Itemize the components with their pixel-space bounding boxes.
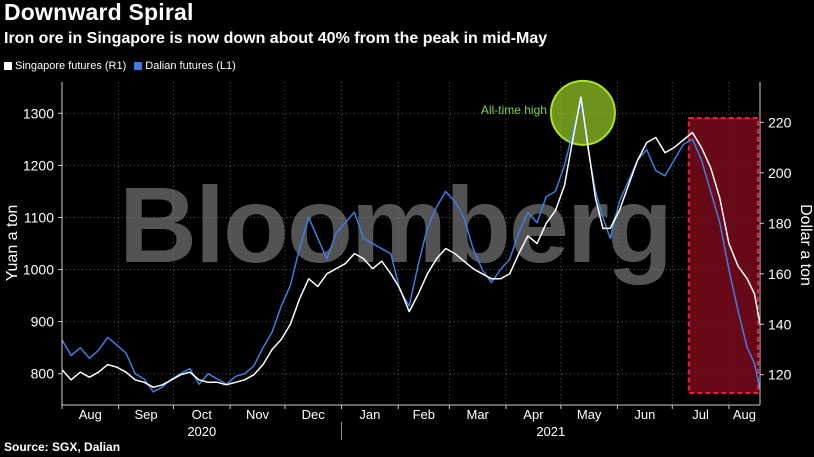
x-tick-label-month: Jun <box>634 407 655 422</box>
annotation-label: All-time high <box>481 103 547 117</box>
x-year-label-2021: 2021 <box>536 424 565 439</box>
highlight-region <box>688 118 758 393</box>
x-tick-label-month: Aug <box>79 407 102 422</box>
x-tick-label-month: Feb <box>413 407 435 422</box>
x-tick-label-month: Sep <box>134 407 157 422</box>
y-axis-title-left: Yuan a ton <box>4 205 21 282</box>
y-tick-label-right: 140 <box>768 316 792 332</box>
legend-label-singapore: Singapore futures (R1) <box>15 60 127 72</box>
y-tick-label-right: 220 <box>768 114 792 130</box>
series-line-singapore <box>61 96 761 389</box>
x-tick-label-month: Jan <box>359 407 380 422</box>
y-tick-label-left: 800 <box>31 366 55 382</box>
legend-swatch-singapore <box>4 62 12 70</box>
x-tick-label-month: Apr <box>523 407 544 422</box>
y-axis-title-right: Dollar a ton <box>797 204 814 286</box>
x-tick-label-month: Dec <box>302 407 326 422</box>
chart-title: Downward Spiral <box>4 0 194 25</box>
y-tick-label-left: 1100 <box>24 209 54 225</box>
y-tick-label-right: 180 <box>768 215 792 231</box>
source-note: Source: SGX, Dalian <box>4 440 121 454</box>
x-year-label-2020: 2020 <box>187 424 216 439</box>
x-tick-label-month: Nov <box>246 407 270 422</box>
legend-label-dalian: Dalian futures (L1) <box>145 60 236 72</box>
y-tick-label-left: 900 <box>31 314 55 330</box>
y-tick-label-left: 1300 <box>23 105 54 121</box>
y-tick-label-left: 1000 <box>23 262 54 278</box>
legend-item-dalian: Dalian futures (L1) <box>134 60 236 72</box>
chart-subtitle: Iron ore in Singapore is now down about … <box>4 30 548 47</box>
series-line-dalian <box>61 102 761 393</box>
legend-item-singapore: Singapore futures (R1) <box>4 60 126 72</box>
x-tick-label-month: Oct <box>192 407 213 422</box>
x-tick-label-month: May <box>577 407 602 422</box>
y-tick-label-right: 160 <box>768 266 792 282</box>
legend-swatch-dalian <box>134 62 143 70</box>
x-tick-label-month: Mar <box>466 407 489 422</box>
y-tick-label-right: 200 <box>768 165 792 181</box>
x-tick-label-month: Jul <box>692 407 709 422</box>
y-tick-label-left: 1200 <box>23 157 54 173</box>
x-tick-label-month: Aug <box>733 407 756 422</box>
legend: Singapore futures (R1) Dalian futures (L… <box>4 60 236 72</box>
y-tick-label-right: 120 <box>768 367 792 383</box>
highlight-border <box>687 117 759 394</box>
watermark-text: Bloomberg <box>119 164 671 285</box>
